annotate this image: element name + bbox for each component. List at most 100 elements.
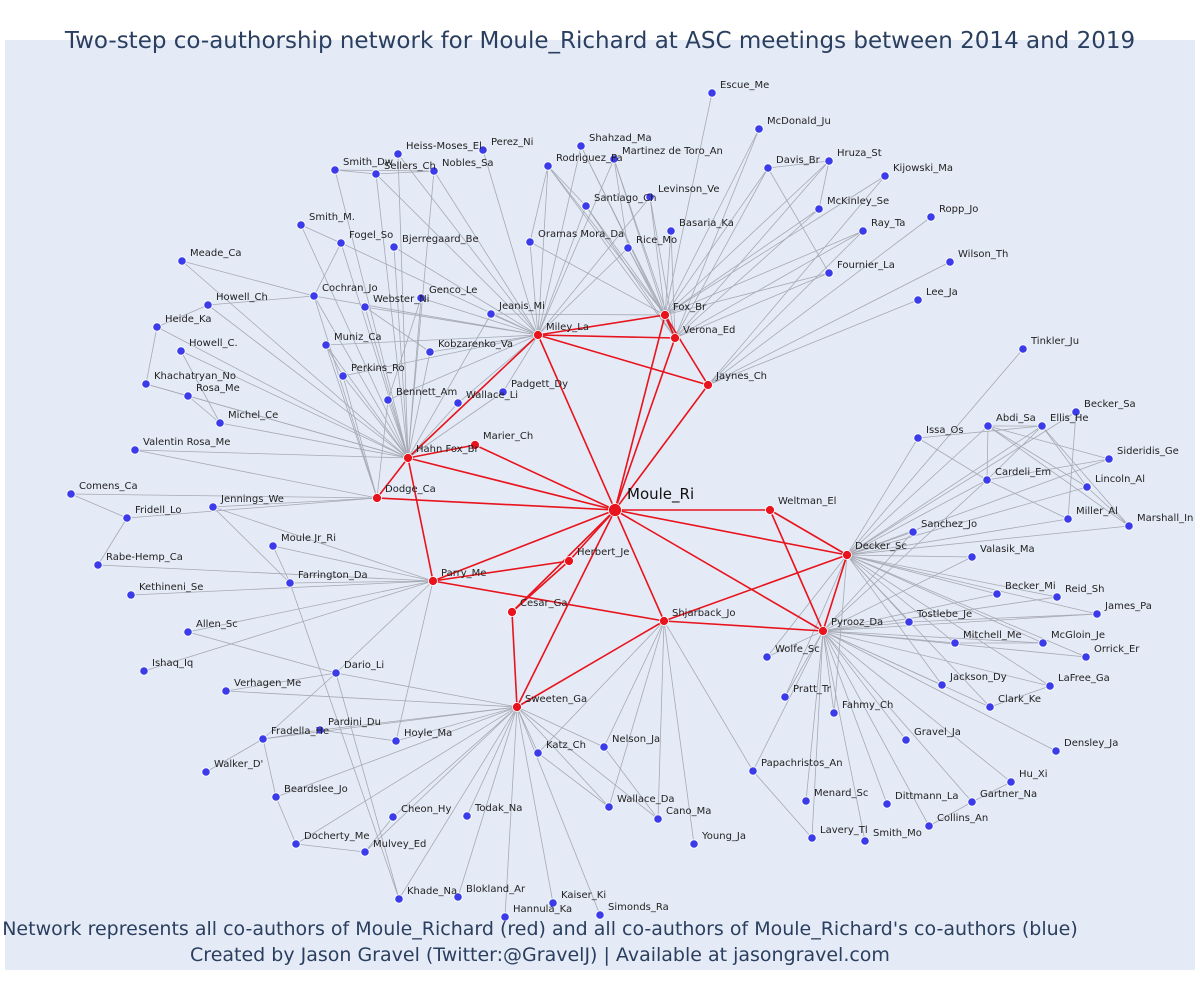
blue-node-fahmy-ch[interactable] (829, 708, 839, 718)
blue-node-wilson-th[interactable] (945, 257, 955, 267)
blue-node-howell-ch[interactable] (203, 300, 213, 310)
blue-node-lavery-tl[interactable] (807, 833, 817, 843)
blue-node-muniz-ca[interactable] (321, 340, 331, 350)
blue-node-densley-ja[interactable] (1051, 746, 1061, 756)
blue-node-oramas-mora-da[interactable] (525, 237, 535, 247)
blue-node-sellers-ch[interactable] (371, 169, 381, 179)
blue-node-lincoln-al[interactable] (1082, 482, 1092, 492)
blue-node-sanchez-jo[interactable] (908, 527, 918, 537)
red-node-hahn-fox-br[interactable] (403, 453, 413, 463)
blue-node-todak-na[interactable] (462, 811, 472, 821)
blue-node-pratt-tr[interactable] (780, 692, 790, 702)
blue-node-nelson-ja[interactable] (599, 742, 609, 752)
red-node-jaynes-ch[interactable] (703, 380, 713, 390)
blue-node-wallace-li[interactable] (453, 398, 463, 408)
blue-node-howell-c[interactable] (176, 346, 186, 356)
blue-node-rabe-hemp-ca[interactable] (93, 560, 103, 570)
blue-node-cochran-jo[interactable] (309, 291, 319, 301)
blue-node-cano-ma[interactable] (653, 814, 663, 824)
blue-node-valasik-ma[interactable] (967, 552, 977, 562)
blue-node-cheon-hy[interactable] (388, 812, 398, 822)
blue-node-khade-na[interactable] (394, 894, 404, 904)
red-node-decker-sc[interactable] (842, 550, 852, 560)
blue-node-abdi-sa[interactable] (983, 421, 993, 431)
blue-node-webster-ni[interactable] (360, 302, 370, 312)
blue-node-mcgloin-je[interactable] (1038, 638, 1048, 648)
blue-node-docherty-me[interactable] (291, 839, 301, 849)
red-node-pyrooz-da[interactable] (818, 626, 828, 636)
blue-node-ropp-jo[interactable] (926, 212, 936, 222)
blue-node-michel-ce[interactable] (215, 418, 225, 428)
blue-node-lafree-ga[interactable] (1045, 681, 1055, 691)
blue-node-marshall-in[interactable] (1124, 521, 1134, 531)
blue-node-mcdonald-ju[interactable] (754, 124, 764, 134)
blue-node-fradella-he[interactable] (258, 734, 268, 744)
blue-node-kethineni-se[interactable] (126, 590, 136, 600)
blue-node-jackson-dy[interactable] (937, 680, 947, 690)
blue-node-martinez-de-toro-an[interactable] (609, 154, 619, 164)
red-node-herbert-je[interactable] (564, 556, 574, 566)
blue-node-perkins-ro[interactable] (338, 371, 348, 381)
blue-node-issa-os[interactable] (913, 433, 923, 443)
blue-node-katz-ch[interactable] (533, 748, 543, 758)
blue-node-collins-an[interactable] (924, 821, 934, 831)
blue-node-hruza-st[interactable] (824, 156, 834, 166)
blue-node-moule-jr-ri[interactable] (268, 541, 278, 551)
blue-node-fridell-lo[interactable] (122, 513, 132, 523)
blue-node-rice-mo[interactable] (623, 243, 633, 253)
blue-node-gartner-na[interactable] (967, 797, 977, 807)
blue-node-young-ja[interactable] (689, 839, 699, 849)
blue-node-heiss-moses-el[interactable] (393, 149, 403, 159)
blue-node-hu-xi[interactable] (1006, 777, 1016, 787)
blue-node-lee-ja[interactable] (913, 295, 923, 305)
blue-node-escue-me[interactable] (707, 88, 717, 98)
red-node-miley-la[interactable] (533, 330, 543, 340)
blue-node-dario-li[interactable] (331, 668, 341, 678)
red-node-verona-ed[interactable] (670, 333, 680, 343)
blue-node-kobzarenko-va[interactable] (425, 347, 435, 357)
blue-node-mulvey-ed[interactable] (360, 847, 370, 857)
blue-node-hannula-ka[interactable] (500, 912, 510, 922)
blue-node-wallace-da[interactable] (604, 802, 614, 812)
blue-node-mckinley-se[interactable] (814, 204, 824, 214)
blue-node-hoyle-ma[interactable] (391, 736, 401, 746)
blue-node-tostlebe-je[interactable] (904, 617, 914, 627)
red-node-cesar-ga[interactable] (507, 607, 517, 617)
red-node-marier-ch[interactable] (470, 440, 480, 450)
red-node-weltman-el[interactable] (765, 505, 775, 515)
blue-node-simonds-ra[interactable] (595, 910, 605, 920)
blue-node-clark-ke[interactable] (985, 702, 995, 712)
blue-node-ray-ta[interactable] (858, 226, 868, 236)
blue-node-verhagen-me[interactable] (221, 686, 231, 696)
blue-node-becker-mi[interactable] (992, 589, 1002, 599)
blue-node-bjerregaard-be[interactable] (389, 242, 399, 252)
blue-node-jeanis-mi[interactable] (486, 309, 496, 319)
blue-node-khachatryan-no[interactable] (141, 379, 151, 389)
blue-node-walker-d[interactable] (201, 767, 211, 777)
blue-node-dittmann-la[interactable] (882, 799, 892, 809)
blue-node-levinson-ve[interactable] (645, 192, 655, 202)
blue-node-kijowski-ma[interactable] (880, 171, 890, 181)
blue-node-davis-br[interactable] (763, 163, 773, 173)
blue-node-mitchell-me[interactable] (950, 638, 960, 648)
blue-node-tinkler-ju[interactable] (1018, 344, 1028, 354)
blue-node-fogel-so[interactable] (336, 238, 346, 248)
blue-node-wolfe-sc[interactable] (762, 652, 772, 662)
blue-node-valentin-rosa-me[interactable] (130, 445, 140, 455)
red-node-moule-ri[interactable] (608, 503, 622, 517)
blue-node-beardslee-jo[interactable] (271, 792, 281, 802)
blue-node-miller-al[interactable] (1063, 514, 1073, 524)
blue-node-reid-sh[interactable] (1052, 592, 1062, 602)
blue-node-heide-ka[interactable] (152, 322, 162, 332)
blue-node-sideridis-ge[interactable] (1104, 454, 1114, 464)
blue-node-perez-ni[interactable] (478, 145, 488, 155)
blue-node-cardeli-em[interactable] (982, 475, 992, 485)
blue-node-smith-mo[interactable] (860, 836, 870, 846)
blue-node-allen-sc[interactable] (183, 627, 193, 637)
blue-node-rodriguez-pa[interactable] (543, 161, 553, 171)
blue-node-padgett-dy[interactable] (498, 387, 508, 397)
blue-node-meade-ca[interactable] (177, 256, 187, 266)
red-node-fox-br[interactable] (660, 310, 670, 320)
blue-node-smith-m[interactable] (296, 220, 306, 230)
blue-node-ellis-he[interactable] (1037, 421, 1047, 431)
